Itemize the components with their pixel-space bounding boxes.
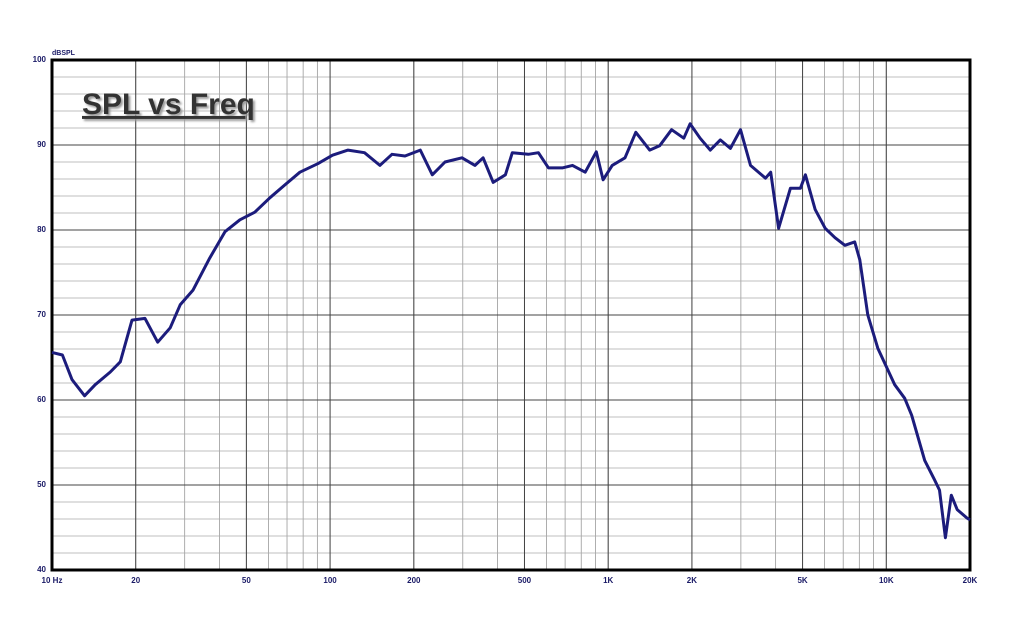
x-tick-label: 20 [131, 576, 140, 585]
x-tick-label: 200 [407, 576, 421, 585]
y-tick-label: 80 [37, 225, 46, 234]
x-tick-label: 100 [323, 576, 337, 585]
x-tick-label: 500 [518, 576, 532, 585]
x-tick-label: 10 Hz [42, 576, 63, 585]
y-tick-label: 50 [37, 480, 46, 489]
x-tick-label: 50 [242, 576, 251, 585]
y-axis-label: dBSPL [52, 50, 76, 57]
x-tick-label: 5K [797, 576, 807, 585]
x-tick-label: 20K [963, 576, 978, 585]
chart-title: SPL vs Freq [82, 88, 255, 121]
x-tick-label: 2K [687, 576, 697, 585]
series-line [51, 122, 971, 540]
y-tick-label: 40 [37, 565, 46, 574]
y-tick-label: 70 [37, 310, 46, 319]
y-tick-label: 100 [33, 55, 47, 64]
y-tick-label: 60 [37, 395, 46, 404]
plot-frame [50, 58, 972, 572]
grid [51, 59, 971, 571]
x-tick-label: 1K [603, 576, 613, 585]
y-tick-label: 90 [37, 140, 46, 149]
x-tick-label: 10K [879, 576, 894, 585]
